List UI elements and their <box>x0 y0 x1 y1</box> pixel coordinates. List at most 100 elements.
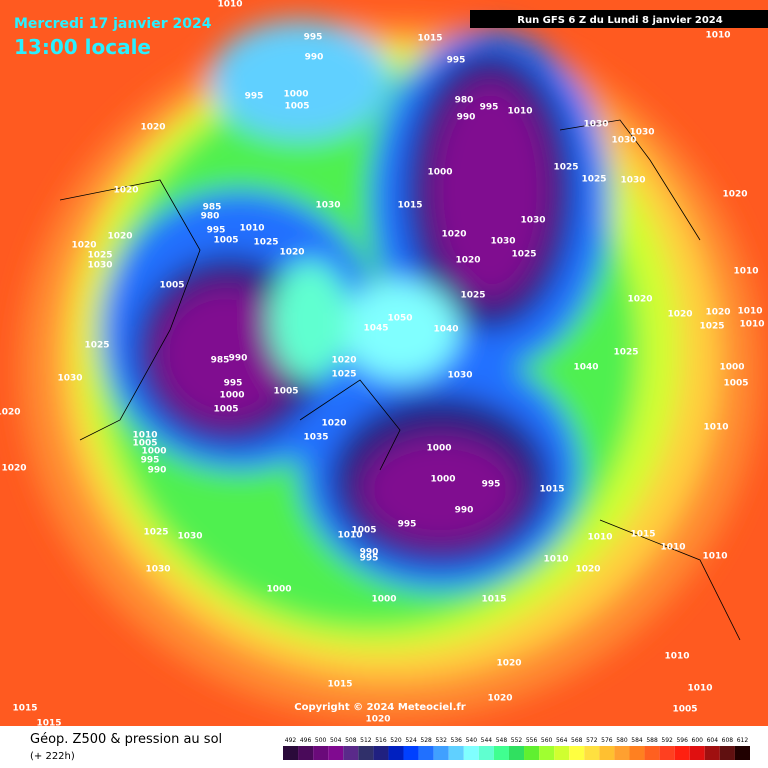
legend-swatch <box>403 746 419 760</box>
isobar-label: 1030 <box>177 532 202 542</box>
isobar-label: 995 <box>482 480 501 490</box>
legend-swatch <box>313 746 329 760</box>
copyright: Copyright © 2024 Meteociel.fr <box>294 702 465 713</box>
isobar-label: 1020 <box>441 230 466 240</box>
isobar-label: 1020 <box>279 248 304 258</box>
isobar-label: 995 <box>398 520 417 530</box>
isobar-label: 1025 <box>460 291 485 301</box>
isobar-label: 1005 <box>273 387 298 397</box>
isobar-label: 1030 <box>629 128 654 138</box>
isobar-label: 1015 <box>12 704 37 714</box>
isobar-label: 1010 <box>132 431 157 441</box>
legend-swatch <box>508 746 525 760</box>
isobar-label: 1005 <box>723 379 748 389</box>
isobar-label: 990 <box>305 53 324 63</box>
legend-swatch <box>674 746 690 760</box>
isobar-label: 1030 <box>520 216 545 226</box>
legend-swatch <box>599 746 615 760</box>
isobar-label: 1000 <box>430 475 455 485</box>
legend-swatch <box>493 746 509 760</box>
isobar-label: 1030 <box>87 261 112 271</box>
isobar-label: 1010 <box>507 107 532 117</box>
isobar-label: 1020 <box>140 123 165 133</box>
isobar-label: 1010 <box>664 652 689 662</box>
isobar-label: 1005 <box>213 405 238 415</box>
isobar-label: 1010 <box>660 543 685 553</box>
legend-label: 548 <box>496 737 508 744</box>
isobar-label: 1020 <box>627 295 652 305</box>
isobar-label: 1000 <box>719 363 744 373</box>
isobar-label: 1015 <box>481 595 506 605</box>
isobar-label: 995 <box>207 226 226 236</box>
legend-swatch <box>343 746 359 760</box>
legend-swatch <box>659 746 675 760</box>
legend-label: 560 <box>541 737 553 744</box>
legend-swatch <box>644 746 660 760</box>
isobar-label: 1030 <box>145 565 170 575</box>
isobar-label: 995 <box>360 554 379 564</box>
legend-swatch <box>433 746 449 760</box>
isobar-label: 1025 <box>581 175 606 185</box>
legend-label: 516 <box>375 737 387 744</box>
isobar-label: 990 <box>457 113 476 123</box>
isobar-label: 1020 <box>487 694 512 704</box>
legend-swatch <box>328 746 344 760</box>
isobar-label: 1025 <box>699 322 724 332</box>
legend-label: 592 <box>661 737 673 744</box>
isobar-label: 1020 <box>1 464 26 474</box>
legend-label: 500 <box>315 737 327 744</box>
isobar-label: 1005 <box>213 236 238 246</box>
isobar-label: 1010 <box>337 531 362 541</box>
isobar-label: 1050 <box>387 314 412 324</box>
isobar-label: 1005 <box>159 281 184 291</box>
isobar-label: 1015 <box>417 34 442 44</box>
isobar-label: 1045 <box>363 324 388 334</box>
isobar-label: 1020 <box>321 419 346 429</box>
isobar-label: 990 <box>229 354 248 364</box>
legend-swatch <box>734 746 750 760</box>
isobar-label: 1020 <box>113 186 138 196</box>
isobar-label: 995 <box>245 92 264 102</box>
isobar-label: 1030 <box>490 237 515 247</box>
isobar-label: 1020 <box>575 565 600 575</box>
isobar-label: 1010 <box>587 533 612 543</box>
isobar-label: 1010 <box>239 224 264 234</box>
isobar-label: 1000 <box>141 447 166 457</box>
legend-swatch <box>448 746 464 760</box>
isobar-label: 990 <box>148 466 167 476</box>
legend-label: 508 <box>345 737 357 744</box>
legend-label: 568 <box>571 737 583 744</box>
isobar-label: 1040 <box>573 363 598 373</box>
legend-label: 564 <box>556 737 568 744</box>
legend-swatch <box>584 746 600 760</box>
legend-label: 556 <box>526 737 538 744</box>
isobar-label: 1030 <box>611 136 636 146</box>
isobar-label: 1005 <box>132 439 157 449</box>
legend-swatch <box>418 746 434 760</box>
isobar-label: 1015 <box>630 530 655 540</box>
isobar-label: 1000 <box>426 444 451 454</box>
isobar-label: 1040 <box>433 325 458 335</box>
isobar-label: 1030 <box>447 371 472 381</box>
legend-swatch <box>463 746 479 760</box>
isobar-label: 985 <box>211 356 230 366</box>
isobar-label: 980 <box>455 96 474 106</box>
isobar-label: 995 <box>480 103 499 113</box>
isobar-label: 1020 <box>0 408 21 418</box>
legend-label: 596 <box>676 737 688 744</box>
isobar-label: 980 <box>201 212 220 222</box>
legend-label: 576 <box>601 737 613 744</box>
isobar-label: 1010 <box>687 684 712 694</box>
isobar-label: 995 <box>447 56 466 66</box>
date: Mercredi 17 janvier 2024 <box>14 16 212 32</box>
isobar-label: 1020 <box>331 356 356 366</box>
isobar-label: 1015 <box>36 719 61 729</box>
isobar-label: 1025 <box>613 348 638 358</box>
isobar-label: 1025 <box>253 238 278 248</box>
isobar-label: 1015 <box>327 680 352 690</box>
isobar-label: 995 <box>224 379 243 389</box>
isobar-label: 1020 <box>365 715 390 725</box>
isobar-label: 1020 <box>496 659 521 669</box>
legend-label: 492 <box>285 737 297 744</box>
